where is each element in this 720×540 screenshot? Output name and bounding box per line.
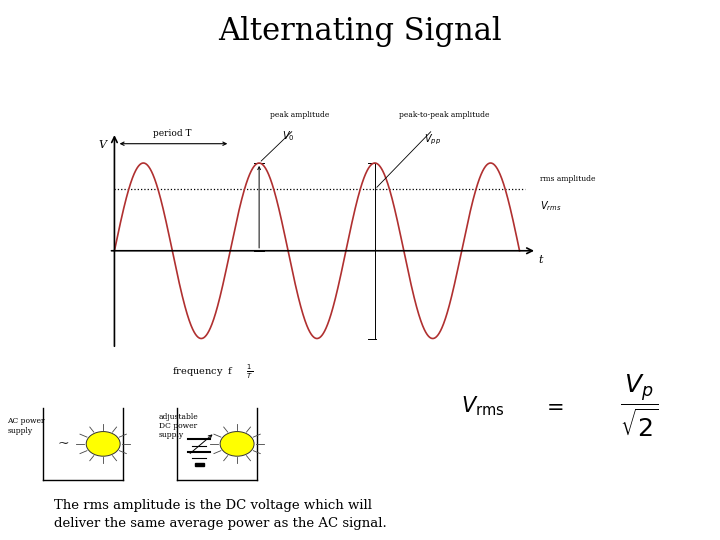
Text: $=$: $=$ bbox=[542, 396, 564, 416]
Text: $\dfrac{\mathit{V}_p}{\sqrt{2}}$: $\dfrac{\mathit{V}_p}{\sqrt{2}}$ bbox=[620, 373, 659, 439]
Circle shape bbox=[220, 431, 254, 456]
Text: The rms amplitude is the DC voltage which will: The rms amplitude is the DC voltage whic… bbox=[54, 500, 372, 512]
Text: peak amplitude: peak amplitude bbox=[270, 111, 329, 119]
Text: Alternating Signal: Alternating Signal bbox=[218, 16, 502, 47]
Text: t: t bbox=[538, 255, 543, 265]
Text: V: V bbox=[99, 140, 107, 150]
Text: ~: ~ bbox=[57, 437, 69, 451]
Text: $V_0$: $V_0$ bbox=[282, 130, 294, 144]
Text: $\mathit{V}_{\mathrm{rms}}$: $\mathit{V}_{\mathrm{rms}}$ bbox=[461, 394, 504, 418]
Text: peak-to-peak amplitude: peak-to-peak amplitude bbox=[399, 111, 490, 119]
Circle shape bbox=[86, 431, 120, 456]
Bar bbox=[194, 463, 204, 466]
Text: rms amplitude: rms amplitude bbox=[541, 176, 596, 184]
Text: period T: period T bbox=[153, 130, 192, 138]
Text: adjustable
DC power
supply: adjustable DC power supply bbox=[159, 413, 199, 439]
Text: deliver the same average power as the AC signal.: deliver the same average power as the AC… bbox=[54, 517, 387, 530]
Text: AC power
supply: AC power supply bbox=[7, 417, 45, 435]
Text: frequency  f     $\frac{1}{T}$: frequency f $\frac{1}{T}$ bbox=[172, 363, 253, 381]
Text: $V_{pp}$: $V_{pp}$ bbox=[424, 132, 441, 147]
Text: $V_{rms}$: $V_{rms}$ bbox=[541, 199, 562, 213]
